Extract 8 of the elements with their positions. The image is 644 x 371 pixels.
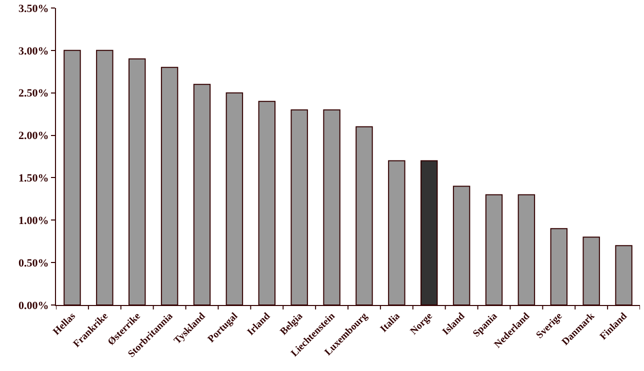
y-tick-label: 3.00% — [18, 45, 49, 58]
y-tick-label: 0.50% — [18, 257, 49, 270]
y-tick-label: 3.50% — [18, 2, 49, 15]
y-tick-label: 1.00% — [18, 214, 49, 227]
y-tick-label: 2.50% — [18, 88, 49, 100]
y-tick-label: 0.00% — [18, 300, 49, 312]
y-tick-label: 1.50% — [18, 172, 49, 185]
y-tick-label: 2.00% — [18, 130, 49, 142]
